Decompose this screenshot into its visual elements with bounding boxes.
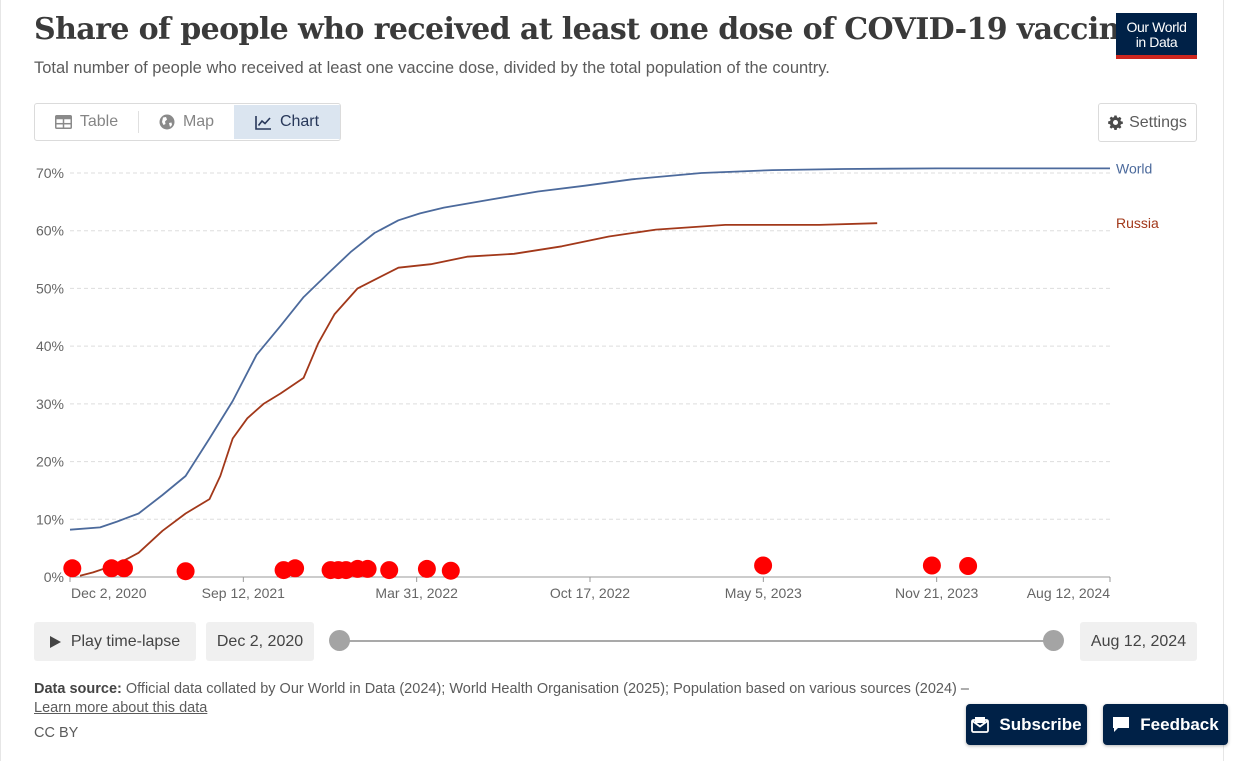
play-timelapse-button[interactable]: Play time-lapse [34, 622, 196, 661]
data-source: Data source: Official data collated by O… [34, 681, 969, 697]
series-line-world [69, 167, 1110, 531]
series-label-world: World [1116, 160, 1152, 176]
subscribe-label: Subscribe [999, 714, 1082, 734]
y-tick-label: 20% [36, 454, 64, 470]
learn-more-link[interactable]: Learn more about this data [34, 700, 208, 716]
table-icon [54, 115, 72, 129]
x-tick-label: Nov 21, 2023 [895, 585, 978, 601]
line-chart-icon [255, 115, 272, 130]
play-label: Play time-lapse [70, 632, 181, 650]
annotation-marker [358, 559, 377, 578]
timeline-start-date[interactable]: Dec 2, 2020 [206, 622, 314, 661]
tab-chart-label: Chart [279, 113, 320, 130]
annotation-marker [959, 557, 978, 575]
frame-edge-left [0, 0, 1, 761]
x-tick-label: Oct 17, 2022 [550, 585, 630, 601]
play-icon [49, 635, 61, 648]
tab-table[interactable]: Table [35, 104, 138, 140]
envelope-icon [971, 716, 990, 733]
annotation-marker [115, 559, 133, 578]
annotation-marker [441, 561, 460, 580]
y-tick-label: 60% [36, 223, 64, 239]
annotation-marker [922, 556, 941, 575]
chart-title: Share of people who received at least on… [34, 12, 1139, 47]
tab-map[interactable]: Map [139, 104, 234, 140]
tab-divider [138, 111, 139, 133]
timeline-slider-track[interactable] [340, 640, 1054, 642]
tab-chart[interactable]: Chart [234, 105, 340, 139]
license-text: CC BY [34, 725, 79, 741]
owid-logo[interactable]: Our World in Data [1116, 13, 1197, 59]
annotation-marker [417, 559, 436, 578]
y-tick-label: 40% [36, 338, 64, 354]
feedback-button[interactable]: Feedback [1103, 704, 1228, 745]
y-tick-label: 10% [36, 511, 64, 527]
series-line-russia [79, 222, 878, 577]
tab-map-label: Map [182, 113, 215, 130]
settings-button[interactable]: Settings [1098, 103, 1197, 142]
x-tick-label: Sep 12, 2021 [202, 585, 286, 601]
timeline-start-handle[interactable] [329, 630, 350, 651]
annotation-marker [102, 559, 121, 578]
logo-line2: in Data [1135, 34, 1178, 50]
tab-table-label: Table [79, 113, 119, 130]
series-label-russia: Russia [1116, 215, 1159, 231]
frame-edge-right [1223, 0, 1224, 761]
settings-label: Settings [1129, 113, 1187, 131]
data-source-text: Official data collated by Our World in D… [125, 681, 969, 697]
gear-icon [1108, 115, 1123, 130]
y-tick-label: 50% [36, 280, 64, 296]
timeline-end-date[interactable]: Aug 12, 2024 [1080, 622, 1197, 661]
y-tick-label: 0% [44, 569, 64, 585]
x-tick-label: Mar 31, 2022 [375, 585, 458, 601]
x-tick-label: Aug 12, 2024 [1027, 585, 1111, 601]
x-tick-label: May 5, 2023 [725, 585, 802, 601]
globe-icon [159, 114, 175, 130]
y-tick-label: 30% [36, 396, 64, 412]
chart-subtitle: Total number of people who received at l… [34, 59, 830, 77]
annotation-marker [380, 561, 399, 580]
x-tick-label: Dec 2, 2020 [71, 585, 147, 601]
subscribe-button[interactable]: Subscribe [966, 704, 1087, 745]
line-chart: 0% 10% 20% 30% 40% 50% 60% 70% Dec 2, 2020 Sep 12… [36, 160, 1159, 601]
feedback-label: Feedback [1140, 714, 1219, 734]
y-tick-label: 70% [36, 165, 64, 181]
annotation-marker [176, 562, 195, 581]
view-tabs: Table Map Chart [34, 103, 341, 141]
logo-line1: Our World [1126, 19, 1187, 35]
data-source-label: Data source: [34, 681, 122, 697]
annotation-marker [286, 559, 305, 578]
speech-bubble-icon [1112, 716, 1130, 733]
annotation-marker [63, 559, 82, 578]
annotation-marker [754, 556, 773, 575]
timeline-end-handle[interactable] [1043, 630, 1064, 651]
